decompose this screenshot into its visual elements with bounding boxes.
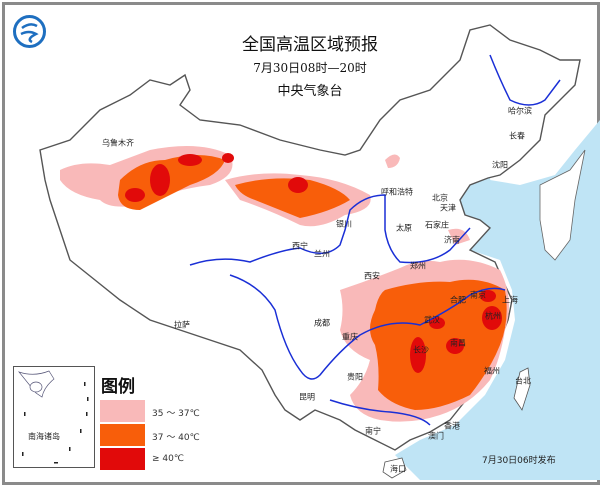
city-label: 澳门: [428, 431, 444, 441]
city-label: 乌鲁木齐: [102, 138, 134, 148]
legend-swatch-37-40: [100, 424, 145, 446]
heat-area: [125, 188, 145, 202]
heat-area: [222, 153, 234, 163]
map-title: 全国高温区域预报: [242, 35, 378, 55]
city-label: 长沙: [413, 345, 429, 355]
heat-above-40: [125, 153, 502, 373]
heat-area: [410, 337, 426, 373]
legend-title: 图例: [101, 377, 135, 397]
city-label: 长春: [509, 131, 525, 141]
songhua-river: [489, 54, 561, 106]
cma-logo: [12, 14, 47, 49]
taiwan-island: [513, 367, 531, 411]
city-label: 香港: [444, 421, 460, 431]
heat-area: [178, 154, 202, 166]
yangtze-river: [229, 274, 506, 380]
yellow-river: [189, 194, 471, 266]
city-label: 南昌: [450, 338, 466, 348]
city-label: 北京: [432, 193, 448, 203]
heat-area: [480, 290, 496, 302]
heat-area: [235, 178, 350, 218]
heat-area: [429, 317, 445, 329]
inset-map: [17, 370, 89, 464]
heat-area: [482, 306, 502, 330]
city-label: 海口: [390, 464, 406, 474]
city-label: 沈阳: [492, 160, 508, 170]
korea-land: [539, 149, 586, 261]
city-label: 拉萨: [174, 320, 190, 330]
issued-time: 7月30日06时发布: [482, 456, 556, 466]
legend-label-above-40: ≥ 40℃: [152, 454, 184, 464]
city-label: 太原: [396, 223, 412, 233]
city-label: 南宁: [365, 426, 381, 436]
heat-area: [370, 279, 507, 410]
city-label: 合肥: [450, 295, 466, 305]
legend-swatch-35-37: [100, 400, 145, 422]
city-label: 台北: [515, 376, 531, 386]
city-label: 银川: [336, 219, 352, 229]
agency-name: 中央气象台: [277, 84, 343, 99]
city-label: 郑州: [410, 261, 426, 271]
city-label: 南京: [470, 290, 486, 300]
city-label: 贵阳: [347, 372, 363, 382]
city-label: 天津: [440, 203, 456, 213]
city-label: 济南: [444, 235, 460, 245]
inset-label: 南海诸岛: [28, 432, 60, 441]
city-label: 重庆: [342, 332, 358, 342]
city-label: 福州: [484, 366, 500, 376]
heat-area: [150, 164, 170, 196]
city-label: 武汉: [424, 315, 440, 325]
city-label: 上海: [502, 295, 518, 305]
heat-area: [288, 177, 308, 193]
city-label: 呼和浩特: [381, 187, 413, 197]
heat-area: [448, 228, 470, 245]
city-label: 石家庄: [425, 220, 449, 230]
legend-swatch-above-40: [100, 448, 145, 470]
forecast-period: 7月30日08时—20时: [253, 61, 367, 75]
rivers: [189, 54, 561, 426]
bohai-sea: [460, 178, 492, 215]
heat-area: [446, 338, 464, 354]
city-label: 西安: [364, 271, 380, 281]
hainan-island: [382, 457, 407, 479]
legend-label-37-40: 37 ～ 40℃: [152, 433, 200, 443]
pearl-river: [329, 399, 431, 426]
heat-37-40: [118, 155, 507, 410]
heat-area: [385, 154, 400, 168]
city-label: 兰州: [314, 249, 330, 259]
city-label: 成都: [314, 318, 330, 328]
city-label: 哈尔滨: [508, 106, 532, 116]
city-label: 昆明: [299, 392, 315, 402]
legend-label-35-37: 35 ～ 37℃: [152, 409, 200, 419]
city-label: 西宁: [292, 241, 308, 251]
city-label: 杭州: [485, 311, 501, 321]
south-china-sea-inset: 南海诸岛: [13, 366, 95, 468]
